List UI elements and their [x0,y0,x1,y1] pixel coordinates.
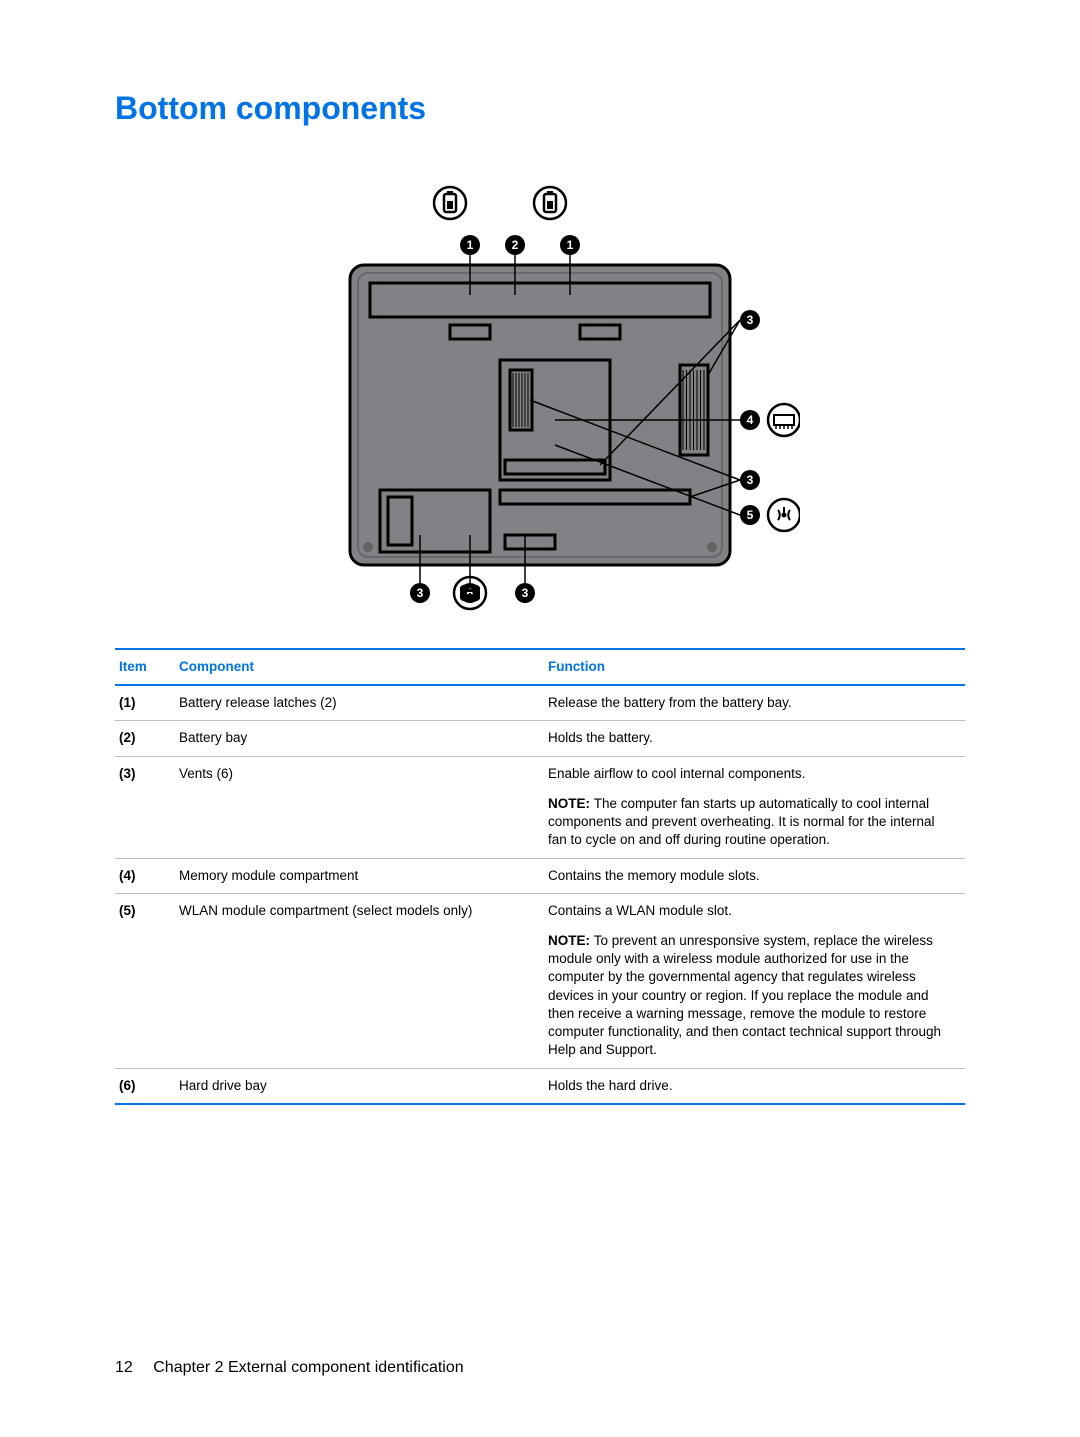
cell-component: Vents (6) [175,756,544,858]
table-header-row: Item Component Function [115,649,965,685]
svg-text:3: 3 [417,586,424,600]
svg-text:6: 6 [467,586,474,600]
manual-page: Bottom components 1213435363 Item Compon… [0,0,1080,1437]
cell-component: Battery release latches (2) [175,685,544,721]
cell-component: Battery bay [175,721,544,756]
svg-text:2: 2 [512,238,519,252]
page-number: 12 [115,1359,133,1376]
table-row: (1)Battery release latches (2)Release th… [115,685,965,721]
svg-text:1: 1 [467,238,474,252]
cell-item: (4) [115,858,175,893]
cell-function: Contains the memory module slots. [544,858,965,893]
components-table: Item Component Function (1)Battery relea… [115,648,965,1105]
table-row: (6)Hard drive bayHolds the hard drive. [115,1068,965,1104]
header-function: Function [544,649,965,685]
cell-function: Release the battery from the battery bay… [544,685,965,721]
section-heading: Bottom components [115,90,965,127]
cell-item: (6) [115,1068,175,1104]
table-row: (5)WLAN module compartment (select model… [115,893,965,1068]
page-footer: 12 Chapter 2 External component identifi… [115,1359,965,1377]
cell-component: Memory module compartment [175,858,544,893]
cell-function: Holds the hard drive. [544,1068,965,1104]
svg-text:1: 1 [567,238,574,252]
header-component: Component [175,649,544,685]
cell-function: Holds the battery. [544,721,965,756]
svg-text:3: 3 [747,313,754,327]
svg-text:5: 5 [747,508,754,522]
cell-component: Hard drive bay [175,1068,544,1104]
cell-item: (2) [115,721,175,756]
table-row: (3)Vents (6)Enable airflow to cool inter… [115,756,965,858]
table-row: (4)Memory module compartmentContains the… [115,858,965,893]
cell-function: Enable airflow to cool internal componen… [544,756,965,858]
svg-text:4: 4 [747,413,754,427]
table-row: (2)Battery bayHolds the battery. [115,721,965,756]
cell-component: WLAN module compartment (select models o… [175,893,544,1068]
cell-item: (1) [115,685,175,721]
bottom-components-diagram: 1 2 1 3 4 3 5 3 6 3 [115,145,965,630]
cell-item: (3) [115,756,175,858]
cell-item: (5) [115,893,175,1068]
cell-function: Contains a WLAN module slot.NOTE: To pre… [544,893,965,1068]
header-item: Item [115,649,175,685]
svg-text:3: 3 [747,473,754,487]
svg-text:3: 3 [522,586,529,600]
chapter-title: Chapter 2 External component identificat… [153,1359,463,1376]
